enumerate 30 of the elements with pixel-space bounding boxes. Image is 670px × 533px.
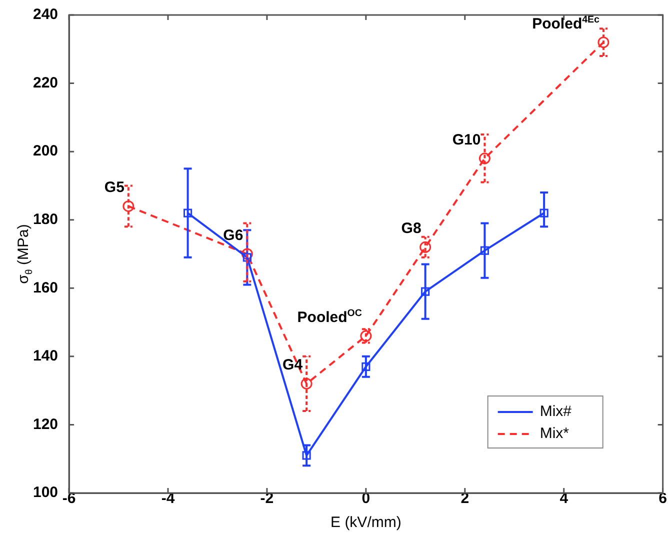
annotation: G8	[401, 220, 422, 238]
point	[184, 208, 192, 218]
y-tick-label: 180	[32, 211, 58, 228]
point	[598, 36, 610, 48]
y-tick-label: 160	[32, 279, 58, 296]
point	[421, 287, 430, 296]
y-tick-label: 220	[32, 74, 58, 92]
y-tick-label: 120	[32, 416, 58, 433]
point	[241, 248, 253, 260]
annotation: G4	[282, 356, 304, 374]
y-tick-label: 200	[32, 142, 58, 160]
y-tick-label: 100	[32, 484, 58, 502]
annotation: G6	[223, 227, 244, 244]
point	[480, 246, 489, 255]
y-axis-title: σθ (MPa)	[15, 224, 35, 284]
y-tick-label: 140	[32, 348, 58, 365]
point	[362, 362, 370, 371]
annotation: G5	[104, 179, 124, 196]
x-axis-title: E (kV/mm)	[330, 514, 402, 531]
annotation: G10	[452, 131, 481, 148]
y-tick-label: 240	[32, 6, 58, 24]
point	[540, 208, 548, 218]
point	[300, 378, 312, 390]
point	[242, 253, 252, 262]
point	[122, 200, 134, 212]
point	[478, 152, 490, 164]
legend-label: Mix#	[540, 403, 572, 420]
point	[420, 241, 432, 253]
point	[302, 451, 311, 460]
legend-label: Mix*	[540, 425, 570, 442]
